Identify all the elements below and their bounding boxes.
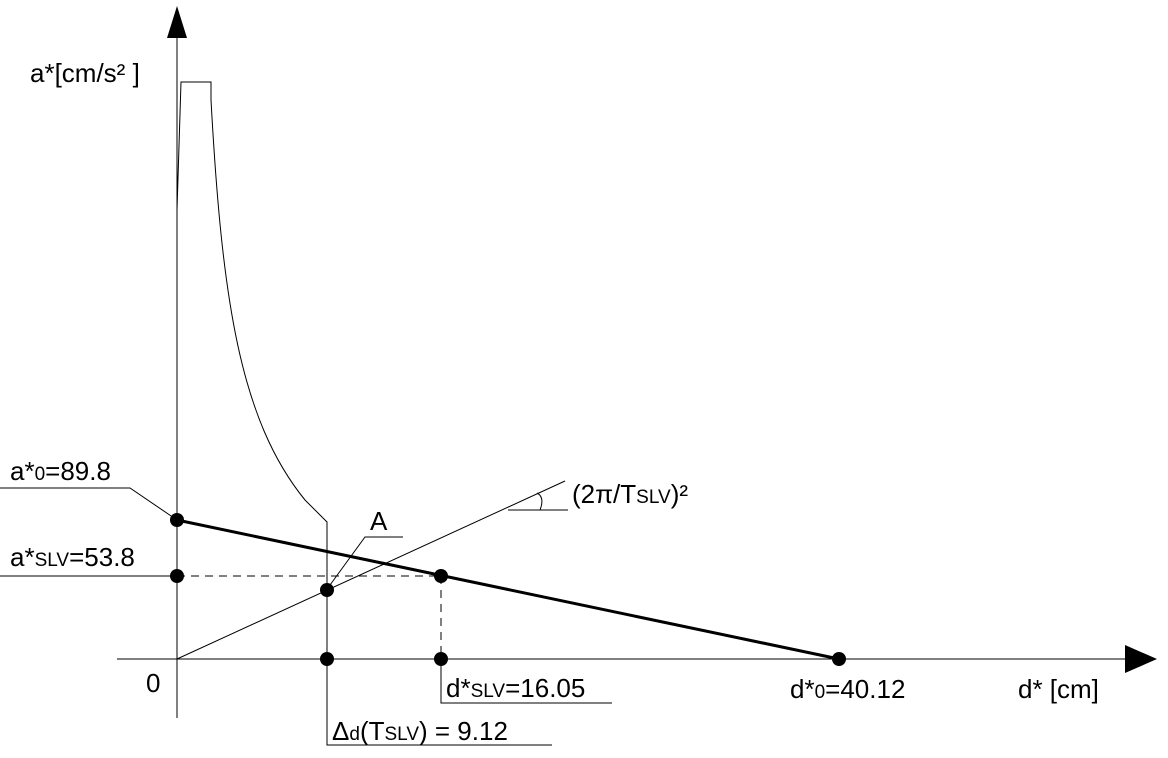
point (434, 569, 448, 583)
label-part: =16.05 (505, 673, 585, 703)
point (170, 513, 184, 527)
point (320, 583, 334, 597)
label-part: Δ (332, 716, 349, 746)
d-slv-label: d*SLV=16.05 (446, 673, 585, 703)
leader (0, 487, 178, 521)
capacity-line (176, 518, 840, 661)
origin-label: 0 (146, 668, 160, 698)
label-part: d* (446, 673, 471, 703)
leader (329, 536, 403, 586)
label-part: )² (671, 479, 689, 509)
label-sub: 0 (35, 464, 46, 485)
label-part: ) = 9.12 (419, 716, 508, 746)
point (170, 569, 184, 583)
a-slv-label: a*SLV=53.8 (10, 542, 135, 572)
label-sub: 0 (815, 682, 826, 703)
label-sub: SLV (471, 681, 506, 702)
leader (326, 659, 552, 746)
label-part: =40.12 (825, 674, 905, 704)
label-part: (T (360, 716, 385, 746)
y-arrow (167, 6, 187, 38)
point (434, 652, 448, 666)
delta-d-label: Δd(TSLV) = 9.12 (332, 716, 508, 746)
label-sub: SLV (636, 487, 671, 508)
points (170, 513, 846, 666)
point-a-label: A (370, 506, 388, 536)
label-sub: d (349, 724, 360, 745)
spectrum-curve (176, 81, 328, 659)
slope-label: (2π/TSLV)² (572, 479, 688, 509)
label-part: a* (10, 542, 35, 572)
label-part: =53.8 (69, 542, 135, 572)
label-part: (2π/T (572, 479, 636, 509)
point (832, 652, 846, 666)
point (320, 652, 334, 666)
angle-arc (536, 492, 543, 511)
label-sub: SLV (385, 724, 420, 745)
label-part: a* (10, 456, 35, 486)
y-axis-label: a*[cm/s² ] (30, 58, 140, 88)
label-sub: SLV (35, 550, 70, 571)
x-axis-label: d* [cm] (1018, 674, 1099, 704)
period-line (176, 480, 566, 660)
x-arrow (1125, 645, 1157, 673)
d0-label: d*0=40.12 (790, 674, 905, 704)
a0-label: a*0=89.8 (10, 456, 111, 486)
label-part: =89.8 (45, 456, 111, 486)
leader (440, 659, 612, 704)
label-part: d* (790, 674, 815, 704)
